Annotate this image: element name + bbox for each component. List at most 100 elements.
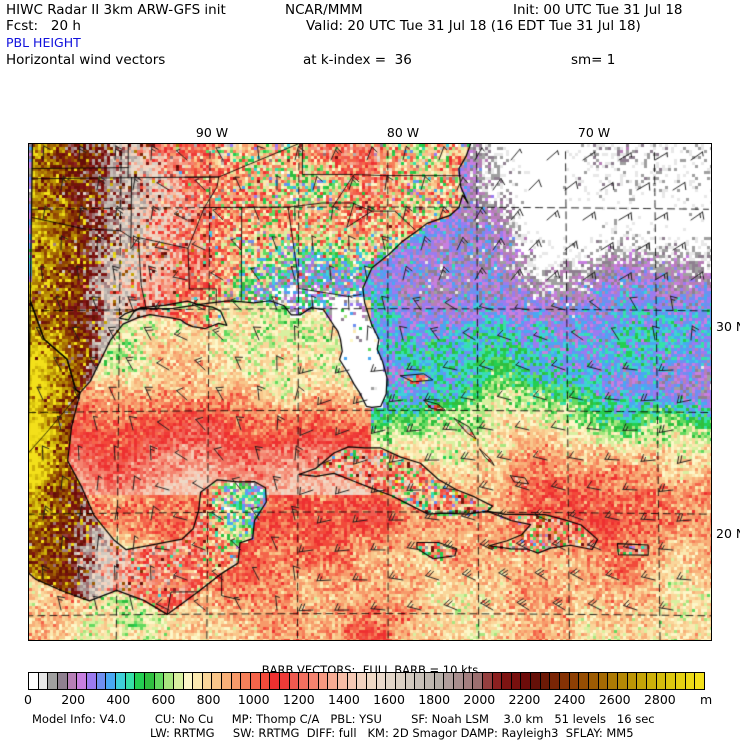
colorbar-swatch <box>328 673 338 689</box>
colorbar-tick: 2400 <box>553 692 586 707</box>
colorbar-swatch <box>405 673 416 689</box>
colorbar-swatch <box>366 673 377 689</box>
colorbar-swatch <box>357 673 367 689</box>
colorbar-tick: 800 <box>196 692 221 707</box>
colorbar-swatch <box>502 673 512 689</box>
colorbar-tick: 200 <box>61 692 86 707</box>
colorbar-swatch <box>96 673 107 689</box>
colorbar[interactable] <box>28 672 705 690</box>
model-info-row-1: Model Info: V4.0 CU: No Cu MP: Thomp C/A… <box>32 712 655 726</box>
colorbar-swatch <box>675 673 686 689</box>
header-valid-time: Valid: 20 UTC Tue 31 Jul 18 (16 EDT Tue … <box>306 18 641 34</box>
colorbar-tick: 2600 <box>598 692 631 707</box>
latitude-label: 20 N <box>716 526 740 541</box>
header-forecast-hour: Fcst: 20 h <box>6 18 81 34</box>
colorbar-swatch <box>589 673 599 689</box>
colorbar-swatch <box>29 673 39 689</box>
colorbar-swatch <box>164 673 174 689</box>
colorbar-swatch <box>560 673 570 689</box>
colorbar-swatch <box>666 673 676 689</box>
colorbar-swatch <box>695 673 704 689</box>
colorbar-tick: 400 <box>106 692 131 707</box>
colorbar-swatch <box>135 673 145 689</box>
header-init-time: Init: 00 UTC Tue 31 Jul 18 <box>513 2 683 18</box>
colorbar-swatch <box>386 673 396 689</box>
header-model-title: HIWC Radar II 3km ARW-GFS init <box>6 2 226 18</box>
colorbar-swatch <box>193 673 203 689</box>
colorbar-swatch <box>309 673 319 689</box>
pbl-height-map[interactable] <box>29 144 711 640</box>
map-panel[interactable] <box>28 143 712 641</box>
colorbar-swatch <box>241 673 252 689</box>
colorbar-swatch <box>569 673 580 689</box>
colorbar-swatch <box>260 673 271 689</box>
colorbar-swatch <box>550 673 561 689</box>
colorbar-swatch <box>637 673 647 689</box>
colorbar-swatch <box>251 673 261 689</box>
colorbar-swatch <box>231 673 242 689</box>
colorbar-tick: 1800 <box>418 692 451 707</box>
longitude-label: 70 W <box>577 125 611 140</box>
colorbar-swatch <box>106 673 116 689</box>
colorbar-swatch <box>656 673 667 689</box>
colorbar-swatch <box>685 673 696 689</box>
colorbar-swatch <box>77 673 87 689</box>
header-k-index: at k-index = 36 <box>303 52 412 68</box>
colorbar-swatch <box>318 673 329 689</box>
colorbar-swatch <box>38 673 49 689</box>
colorbar-swatch <box>627 673 638 689</box>
colorbar-swatch <box>608 673 619 689</box>
colorbar-tick: 600 <box>151 692 176 707</box>
header-vector-desc: Horizontal wind vectors <box>6 52 166 68</box>
longitude-label: 80 W <box>386 125 420 140</box>
colorbar-swatch <box>67 673 78 689</box>
colorbar-swatch <box>531 673 541 689</box>
colorbar-tick: 2800 <box>643 692 676 707</box>
colorbar-swatch <box>579 673 590 689</box>
colorbar-swatch <box>376 673 387 689</box>
colorbar-swatch <box>222 673 232 689</box>
colorbar-swatch <box>154 673 165 689</box>
colorbar-tick: 0 <box>24 692 32 707</box>
colorbar-swatch <box>125 673 136 689</box>
colorbar-swatch <box>144 673 155 689</box>
colorbar-swatch <box>270 673 281 689</box>
colorbar-swatch <box>48 673 58 689</box>
colorbar-tick: 1600 <box>373 692 405 707</box>
colorbar-swatch <box>173 673 184 689</box>
colorbar-swatch <box>444 673 454 689</box>
colorbar-swatch <box>453 673 464 689</box>
colorbar-swatch <box>212 673 223 689</box>
latitude-label: 30 N <box>716 319 740 334</box>
map-frame-border <box>28 143 712 641</box>
header-organization: NCAR/MMM <box>285 2 363 18</box>
colorbar-swatch <box>338 673 348 689</box>
colorbar-swatch <box>618 673 628 689</box>
colorbar-swatch <box>482 673 493 689</box>
colorbar-tick: 2000 <box>463 692 496 707</box>
colorbar-swatch <box>511 673 522 689</box>
colorbar-tick-labels: 0 200 400 600 800 1000 1200 1400 1600 1800 2000 220… <box>0 692 740 708</box>
colorbar-swatch <box>434 673 445 689</box>
colorbar-swatch <box>347 673 358 689</box>
header-field-name: PBL HEIGHT <box>6 35 81 50</box>
colorbar-swatch <box>115 673 126 689</box>
colorbar-swatch <box>280 673 290 689</box>
header-smoothing: sm= 1 <box>571 52 616 68</box>
colorbar-swatch <box>86 673 97 689</box>
colorbar-swatch <box>183 673 194 689</box>
model-info-row-2: LW: RRTMG SW: RRTMG DIFF: full KM: 2D Sm… <box>150 726 634 740</box>
colorbar-swatch <box>299 673 310 689</box>
colorbar-swatch <box>415 673 425 689</box>
colorbar-tick: 1000 <box>237 692 270 707</box>
colorbar-swatch <box>647 673 657 689</box>
colorbar-swatch <box>289 673 300 689</box>
colorbar-swatch <box>473 673 483 689</box>
colorbar-swatch <box>463 673 474 689</box>
colorbar-tick: 1200 <box>282 692 315 707</box>
colorbar-swatch <box>57 673 68 689</box>
colorbar-swatch <box>202 673 213 689</box>
colorbar-unit-label: m <box>700 692 713 707</box>
colorbar-swatch <box>424 673 435 689</box>
colorbar-swatch <box>540 673 551 689</box>
